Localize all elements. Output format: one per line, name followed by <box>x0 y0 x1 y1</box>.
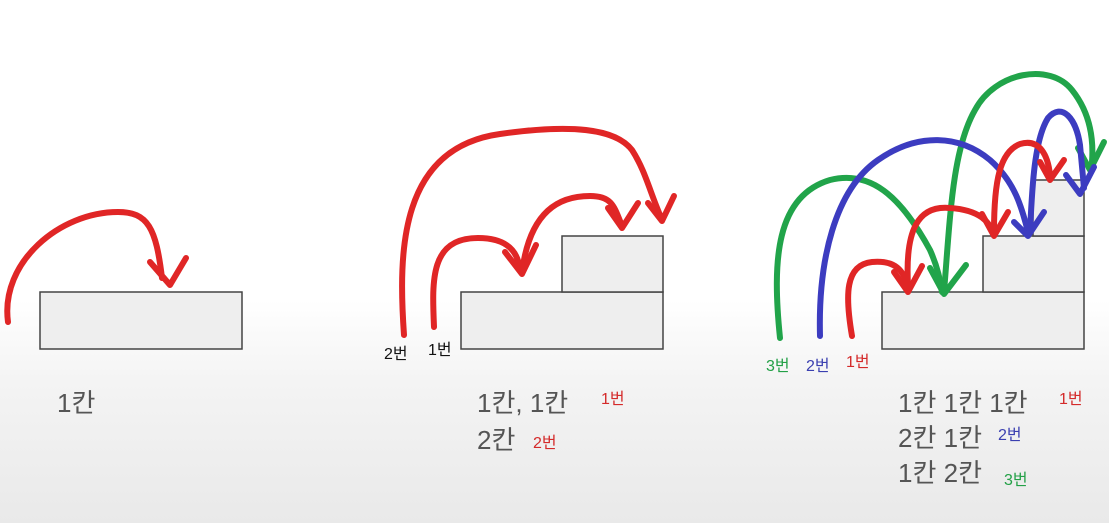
step-block <box>39 291 243 350</box>
scene2-combination-1-tag: 1번 <box>601 391 625 408</box>
scene3-arrow-label-3: 3번 <box>766 358 790 375</box>
scene-1 <box>4 209 243 350</box>
step-block <box>460 291 664 350</box>
step-block <box>982 235 1085 293</box>
scene2-combination-2: 2칸 <box>477 425 516 455</box>
red-arrow <box>4 209 189 325</box>
scene-3 <box>773 71 1107 350</box>
scene3-arrow-label-2: 2번 <box>806 358 830 375</box>
red-arrow-2 <box>399 125 677 338</box>
scene2-arrow-label-2: 2번 <box>384 346 408 363</box>
scene3-combination-2-tag: 2번 <box>998 427 1022 444</box>
scene3-combination-2: 2칸 1칸 <box>898 423 982 453</box>
scene3-arrow-label-1: 1번 <box>846 354 870 371</box>
scene1-combination-1: 1칸 <box>57 388 96 418</box>
scene-2 <box>399 125 677 350</box>
step-block <box>881 291 1085 350</box>
scene3-combination-1-tag: 1번 <box>1059 391 1083 408</box>
scene2-arrow-label-1: 1번 <box>428 342 452 359</box>
scene2-combination-1: 1칸, 1칸 <box>477 388 569 418</box>
scene3-combination-3-tag: 3번 <box>1004 472 1028 489</box>
red-arrow-1 <box>430 193 641 330</box>
step-block <box>1032 179 1085 237</box>
scene2-combination-2-tag: 2번 <box>533 435 557 452</box>
scene3-combination-1: 1칸 1칸 1칸 <box>898 388 1028 418</box>
red-arrow <box>845 139 1067 339</box>
blue-arrow <box>816 108 1097 339</box>
scene3-combination-3: 1칸 2칸 <box>898 458 982 488</box>
step-block <box>561 235 664 293</box>
